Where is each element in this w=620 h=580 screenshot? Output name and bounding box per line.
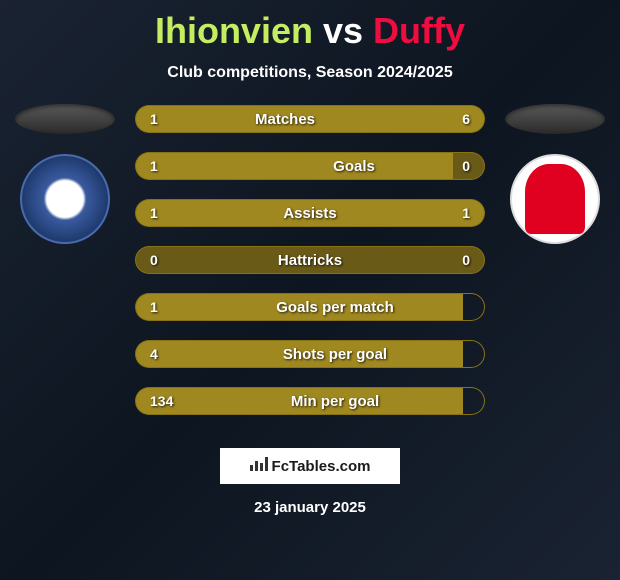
left-oval-shadow xyxy=(15,104,115,134)
left-badge-area xyxy=(10,104,120,244)
stat-left-value: 0 xyxy=(135,246,167,274)
stat-row: 1Goals0 xyxy=(135,151,485,181)
stat-row: 1Matches6 xyxy=(135,104,485,134)
footer-logo[interactable]: FcTables.com xyxy=(220,448,400,484)
stat-row: 1Goals per match xyxy=(135,292,485,322)
chart-icon xyxy=(250,457,268,476)
stat-row: 0Hattricks0 xyxy=(135,245,485,275)
content-area: 1Matches61Goals01Assists10Hattricks01Goa… xyxy=(0,104,620,433)
stat-left-value: 134 xyxy=(135,387,207,415)
stat-label: Hattricks xyxy=(167,246,453,274)
stat-right-value: 1 xyxy=(413,199,485,227)
stat-right-value xyxy=(463,293,485,321)
stat-left-value: 4 xyxy=(135,340,207,368)
stat-label: Assists xyxy=(207,199,413,227)
stat-label: Min per goal xyxy=(207,387,463,415)
stat-label: Shots per goal xyxy=(207,340,463,368)
footer-date: 23 january 2025 xyxy=(0,499,620,516)
comparison-title: Ihionvien vs Duffy xyxy=(0,0,620,52)
stat-right-value: 0 xyxy=(453,152,485,180)
subtitle: Club competitions, Season 2024/2025 xyxy=(0,64,620,82)
player1-name: Ihionvien xyxy=(155,10,313,51)
stat-label: Matches xyxy=(180,105,390,133)
player2-name: Duffy xyxy=(373,10,465,51)
badge-right-icon xyxy=(525,164,585,234)
stat-left-value: 1 xyxy=(135,105,180,133)
stat-right-value xyxy=(463,340,485,368)
right-oval-shadow xyxy=(505,104,605,134)
club-badge-left xyxy=(20,154,110,244)
stat-row: 4Shots per goal xyxy=(135,339,485,369)
right-badge-area xyxy=(500,104,610,244)
stat-right-value: 6 xyxy=(390,105,485,133)
stat-label: Goals xyxy=(255,152,453,180)
stat-label: Goals per match xyxy=(207,293,463,321)
stat-left-value: 1 xyxy=(135,152,255,180)
stat-right-value: 0 xyxy=(453,246,485,274)
stat-right-value xyxy=(463,387,485,415)
club-badge-right xyxy=(510,154,600,244)
stat-row: 134Min per goal xyxy=(135,386,485,416)
stat-row: 1Assists1 xyxy=(135,198,485,228)
stat-left-value: 1 xyxy=(135,199,207,227)
footer-logo-text: FcTables.com xyxy=(272,458,371,475)
stats-area: 1Matches61Goals01Assists10Hattricks01Goa… xyxy=(120,104,500,433)
vs-text: vs xyxy=(323,10,363,51)
stat-left-value: 1 xyxy=(135,293,207,321)
